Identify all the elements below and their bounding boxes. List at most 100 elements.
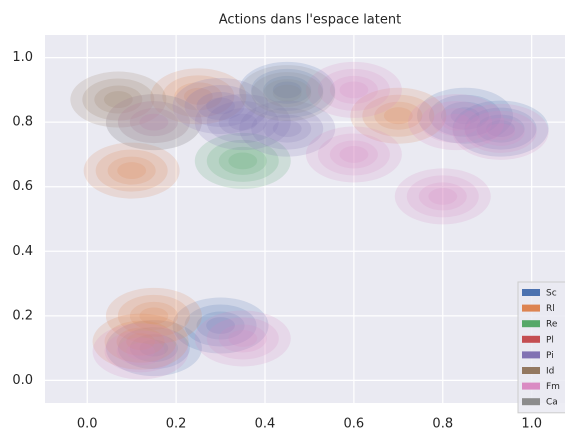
density-level xyxy=(272,120,302,138)
density-blob xyxy=(194,310,291,367)
density-level xyxy=(183,87,213,105)
legend-label: Pi xyxy=(546,351,554,361)
density-blob xyxy=(172,297,269,354)
density-blob xyxy=(70,71,167,128)
legend-label: Re xyxy=(546,320,558,330)
density-level xyxy=(82,78,155,121)
y-tick-label: 1.0 xyxy=(12,50,33,65)
density-level xyxy=(272,84,302,102)
density-level xyxy=(339,146,369,163)
density-level xyxy=(94,85,143,114)
density-blob xyxy=(452,103,549,160)
density-level xyxy=(117,162,147,179)
density-level xyxy=(126,342,155,360)
density-level xyxy=(107,156,156,185)
density-level xyxy=(486,120,515,138)
density-level xyxy=(117,101,190,144)
legend-label: Id xyxy=(546,367,554,377)
density-level xyxy=(263,114,312,143)
density-blob xyxy=(172,78,269,135)
density-level xyxy=(104,330,177,373)
density-level xyxy=(206,139,279,182)
density-level xyxy=(95,149,168,192)
density-blob xyxy=(305,61,402,118)
density-blob xyxy=(92,323,189,380)
density-level xyxy=(428,188,458,205)
legend-swatch xyxy=(522,382,540,390)
density-level xyxy=(218,108,267,137)
legend-swatch xyxy=(522,351,540,359)
density-level xyxy=(117,294,190,337)
x-tick-label: 0.2 xyxy=(166,417,187,431)
density-level xyxy=(329,75,378,104)
density-blob xyxy=(239,65,336,122)
density-level xyxy=(184,85,257,128)
density-blob xyxy=(417,87,513,144)
density-blob xyxy=(105,94,202,151)
legend-swatch xyxy=(522,320,540,328)
density-level xyxy=(196,92,245,121)
y-tick-label: 0.2 xyxy=(12,308,33,323)
density-blob xyxy=(394,168,491,225)
density-level xyxy=(420,101,493,144)
density-level xyxy=(374,101,423,130)
density-level xyxy=(206,101,279,144)
y-tick-label: 0.6 xyxy=(12,179,33,194)
density-level xyxy=(251,68,324,111)
density-level xyxy=(272,81,302,99)
density-level xyxy=(429,94,501,137)
y-tick-label: 0.4 xyxy=(12,244,33,259)
density-level xyxy=(174,82,223,111)
density-blob xyxy=(105,320,202,377)
density-level xyxy=(228,113,258,131)
density-blob xyxy=(92,313,189,370)
density-level xyxy=(206,97,235,115)
density-blob xyxy=(408,94,505,151)
density-level xyxy=(339,81,369,99)
x-tick-label: 0.6 xyxy=(344,417,365,431)
density-level xyxy=(362,94,435,137)
density-blob xyxy=(83,142,180,199)
legend-label: Rl xyxy=(546,304,555,314)
density-level xyxy=(196,311,245,340)
density-level xyxy=(432,108,481,137)
density-level xyxy=(117,327,190,370)
density-blob xyxy=(239,61,336,118)
density-level xyxy=(206,317,279,360)
density-level xyxy=(139,339,169,357)
density-level xyxy=(139,113,169,131)
density-level xyxy=(104,320,177,363)
density-level xyxy=(418,182,467,211)
density-level xyxy=(228,330,258,347)
density-blob xyxy=(194,132,291,189)
legend-swatch xyxy=(522,398,540,406)
density-level xyxy=(441,101,489,130)
legend-label: Fm xyxy=(546,382,560,392)
legend-swatch xyxy=(522,289,540,296)
density-level xyxy=(406,175,479,218)
density-level xyxy=(129,108,178,137)
density-level xyxy=(441,113,471,131)
density-level xyxy=(476,117,525,146)
density-blob xyxy=(305,126,402,183)
density-level xyxy=(464,110,537,153)
density-level xyxy=(129,301,178,330)
density-level xyxy=(329,140,378,169)
density-level xyxy=(139,307,169,325)
density-level xyxy=(218,324,267,353)
legend-label: Pl xyxy=(546,335,554,345)
legend-label: Sc xyxy=(546,289,557,299)
x-tick-label: 0.4 xyxy=(255,417,276,431)
density-level xyxy=(317,68,390,111)
density-level xyxy=(126,333,155,351)
legend-swatch xyxy=(522,335,540,343)
x-tick-label: 1.0 xyxy=(521,417,542,431)
legend-swatch xyxy=(522,367,540,374)
density-level xyxy=(464,107,537,150)
density-level xyxy=(116,327,165,356)
density-level xyxy=(116,337,165,366)
density-level xyxy=(129,108,178,137)
density-blob xyxy=(194,94,291,151)
density-level xyxy=(383,107,413,125)
